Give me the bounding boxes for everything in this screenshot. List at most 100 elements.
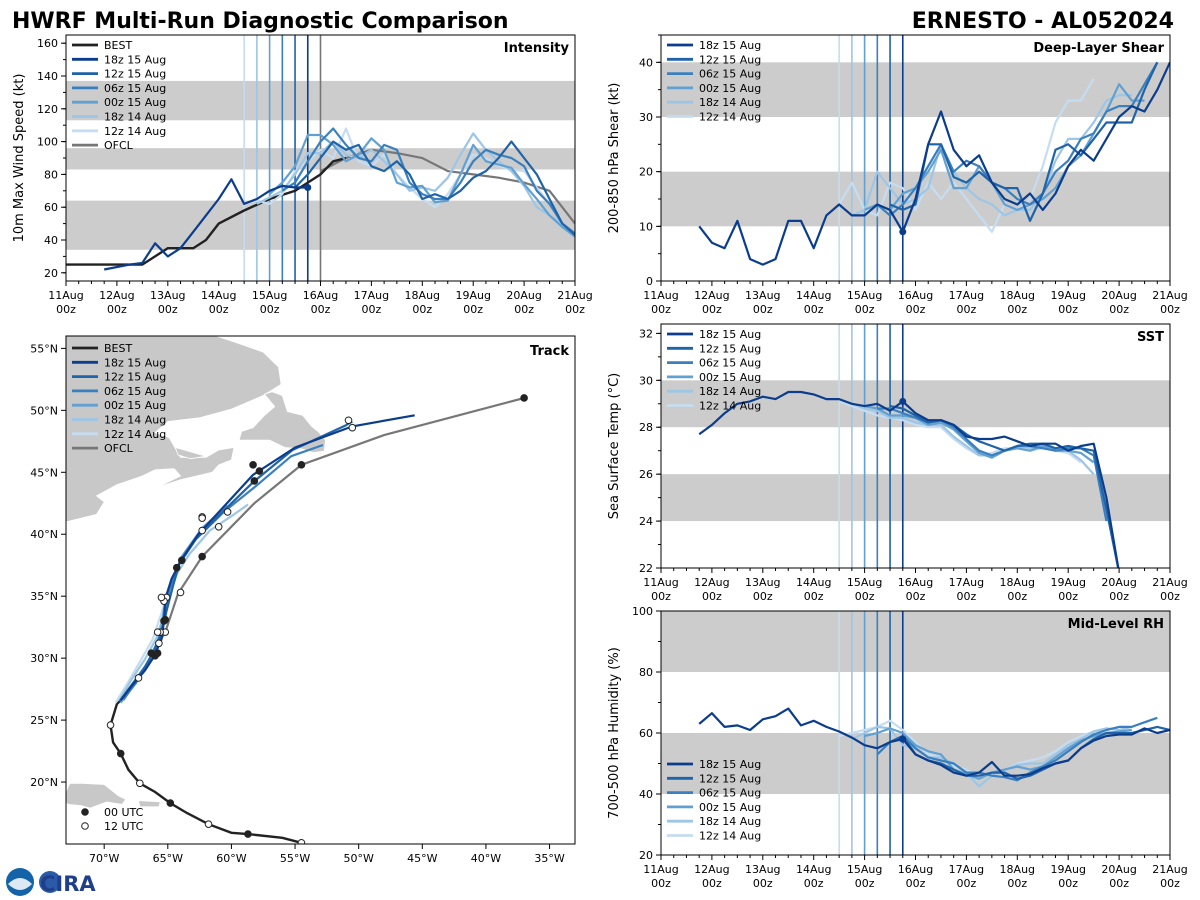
y-tick-label: 80 (44, 168, 58, 181)
x-tick-label-hour: 00z (855, 303, 875, 316)
y-tick-label: 100 (37, 136, 58, 149)
legend-label: 00z 15 Aug (699, 82, 761, 95)
best-track-dot (116, 749, 125, 758)
legend-label: 06z 15 Aug (104, 385, 166, 398)
x-tick-label-hour: 00z (906, 877, 926, 890)
x-tick-label-date: 19Aug (455, 289, 490, 302)
legend-label: 06z 15 Aug (104, 82, 166, 95)
current-analysis-dot (899, 397, 907, 405)
x-tick-label-hour: 00z (753, 590, 773, 603)
series-group (66, 127, 575, 271)
legend-label: 18z 14 Aug (699, 96, 761, 109)
run-track-dot (348, 423, 357, 432)
ofcl-track-dot (134, 674, 143, 682)
run-line-00z-15-aug (268, 133, 575, 238)
pei-land (174, 446, 207, 460)
legend-label: 18z 15 Aug (699, 328, 761, 341)
x-tick-label-hour: 00z (804, 877, 824, 890)
y-axis-label: 200-850 hPa Shear (kt) (607, 83, 622, 234)
x-tick-label-hour: 00z (1058, 877, 1078, 890)
legend-label: 00z 15 Aug (699, 801, 761, 814)
legend-label: 12z 14 Aug (104, 125, 166, 138)
cira-logo: CIRA (6, 868, 96, 896)
run-line-12z-14-aug (838, 78, 1095, 233)
legend-label: BEST (104, 39, 132, 52)
run-track-dot (249, 461, 257, 469)
x-tick-label-hour: 00z (1007, 303, 1027, 316)
x-tick-label: 50°W (343, 852, 373, 865)
x-tick-label-hour: 00z (1160, 590, 1180, 603)
x-tick-label-hour: 00z (651, 303, 671, 316)
x-tick-label-date: 18Aug (405, 289, 440, 302)
x-tick-label-date: 14Aug (201, 289, 236, 302)
run-track-dot (153, 649, 162, 657)
y-tick-label: 60 (44, 201, 58, 214)
run-line-18z-15-aug (698, 61, 1170, 266)
x-tick-label-date: 15Aug (847, 863, 882, 876)
best-track-dot (297, 838, 306, 844)
x-tick-label-date: 19Aug (1050, 576, 1085, 589)
y-tick-label: 160 (37, 37, 58, 50)
x-tick-label-date: 17Aug (949, 576, 984, 589)
run-track-dot (161, 615, 170, 624)
x-tick-label-date: 21Aug (557, 289, 592, 302)
x-tick-label-date: 14Aug (796, 576, 831, 589)
x-tick-label-hour: 00z (463, 303, 483, 316)
run-track-dot (177, 556, 186, 565)
run-track (118, 503, 249, 701)
y-tick-label: 24 (639, 515, 653, 528)
x-tick-label-hour: 00z (311, 303, 331, 316)
run-line-18z-14-aug (256, 132, 563, 225)
series-group (698, 390, 1120, 568)
y-tick-label: 30°N (30, 652, 58, 665)
legend-label: 18z 15 Aug (699, 39, 761, 52)
x-tick-label-date: 16Aug (898, 289, 933, 302)
best-track (109, 699, 302, 844)
current-analysis-dot (899, 735, 907, 743)
y-tick-label: 20 (639, 849, 653, 862)
y-tick-label: 0 (646, 275, 653, 288)
intensity-panel: 2040608010012014016011Aug00z12Aug00z13Au… (12, 34, 593, 316)
best-track-dot (136, 779, 144, 788)
map-layer (66, 336, 327, 809)
y-tick-label: 40 (44, 234, 58, 247)
y-tick-label: 55°N (30, 342, 58, 355)
x-tick-label-date: 15Aug (252, 289, 287, 302)
run-track-dot (255, 467, 264, 475)
legend-label: 18z 14 Aug (699, 385, 761, 398)
x-tick-label-hour: 00z (957, 877, 977, 890)
sst-panel: 22242628303211Aug00z12Aug00z13Aug00z14Au… (607, 323, 1188, 603)
legend-label: 00z 15 Aug (699, 371, 761, 384)
panel-title: Mid-Level RH (1068, 617, 1164, 632)
x-tick-label-hour: 00z (260, 303, 280, 316)
run-track-dot (172, 563, 181, 572)
y-tick-label: 40 (639, 56, 653, 69)
y-tick-label: 20 (639, 166, 653, 179)
x-tick-label-hour: 00z (855, 877, 875, 890)
current-analysis-dot (304, 184, 312, 192)
marker-swatch (81, 822, 89, 830)
run-track-dot (223, 508, 232, 516)
x-tick-label-date: 16Aug (303, 289, 338, 302)
y-tick-label: 20 (44, 267, 58, 280)
north-america-land (66, 336, 282, 523)
x-tick-label-date: 18Aug (1000, 863, 1035, 876)
y-tick-label: 28 (639, 421, 653, 434)
run-track (119, 414, 415, 701)
x-tick-label-hour: 00z (804, 590, 824, 603)
x-tick-label-hour: 00z (855, 590, 875, 603)
x-tick-label-hour: 00z (702, 590, 722, 603)
figure-title-right: ERNESTO - AL052024 (912, 9, 1174, 34)
y-tick-label: 120 (37, 103, 58, 116)
threshold-band (661, 611, 1170, 672)
x-tick-label-date: 11Aug (643, 289, 678, 302)
marker-legend-label: 12 UTC (104, 820, 144, 833)
series-group (698, 61, 1170, 266)
run-line-18z-15-aug (698, 707, 1170, 777)
x-tick-label-date: 15Aug (847, 289, 882, 302)
y-axis-label: Sea Surface Temp (°C) (607, 373, 622, 520)
x-tick-label-hour: 00z (651, 877, 671, 890)
marker-legend-label: 00 UTC (104, 806, 144, 819)
